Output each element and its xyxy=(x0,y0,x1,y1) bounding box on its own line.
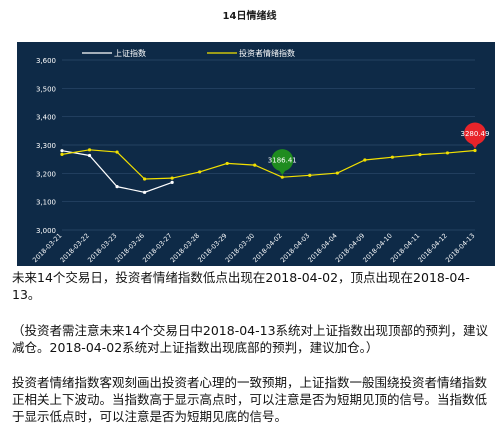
chart: 3,000 3,100 3,200 3,300 3,400 3,500 3,600 2018… xyxy=(17,42,495,266)
data-point xyxy=(87,148,92,152)
advice-paragraph: （投资者需注意未来14个交易日中2018-04-13系统对上证指数出现顶部的预判… xyxy=(12,323,489,355)
legend-label: 投资者情绪指数 xyxy=(239,48,295,58)
data-point xyxy=(198,170,202,174)
data-point xyxy=(60,149,64,153)
data-point xyxy=(363,158,367,162)
pin-head xyxy=(271,149,294,172)
data-point xyxy=(143,177,147,181)
annotation-pin: 3280.49 xyxy=(461,122,490,149)
y-tick-label: 3,400 xyxy=(36,114,56,122)
series-line-1 xyxy=(61,149,476,180)
data-point xyxy=(445,151,450,155)
data-point xyxy=(390,155,394,159)
data-point xyxy=(170,180,174,184)
chart-background xyxy=(17,42,495,266)
summary-paragraph: 未来14个交易日，投资者情绪指数低点出现在2018-04-02，顶点出现在201… xyxy=(12,270,470,302)
y-tick-label: 3,300 xyxy=(36,142,56,150)
data-point xyxy=(473,148,477,153)
data-point xyxy=(115,150,119,154)
data-point xyxy=(60,152,64,156)
annotations: 3186.41 3280.49 xyxy=(268,122,490,176)
annotation-label: 3186.41 xyxy=(268,157,297,165)
data-point xyxy=(225,161,229,166)
annotation-label: 3280.49 xyxy=(461,130,490,138)
data-point xyxy=(115,185,119,189)
annotation-pin: 3186.41 xyxy=(268,149,297,176)
legend-label: 上证指数 xyxy=(114,48,146,58)
y-tick-label: 3,500 xyxy=(36,85,56,93)
data-point xyxy=(143,190,147,194)
data-point xyxy=(308,173,312,177)
y-axis: 3,000 3,100 3,200 3,300 3,400 3,500 3,600 xyxy=(36,57,56,235)
data-point xyxy=(280,175,284,179)
grid xyxy=(62,59,475,231)
y-tick-label: 3,200 xyxy=(36,170,56,178)
y-tick-label: 3,000 xyxy=(36,227,56,235)
pin-head xyxy=(464,122,486,145)
chart-title: 14日情绪线 xyxy=(222,11,277,22)
data-point xyxy=(87,153,92,158)
series xyxy=(60,148,477,194)
data-point xyxy=(418,153,422,157)
explanation-paragraph: 投资者情绪指数客观刻画出投资者心理的一致预期，上证指数一般围绕投资者情绪指数正相… xyxy=(12,375,488,424)
data-point xyxy=(253,163,257,167)
y-tick-label: 3,100 xyxy=(36,199,56,207)
legend: 上证指数 投资者情绪指数 xyxy=(82,48,295,58)
y-tick-label: 3,600 xyxy=(36,57,56,65)
data-point xyxy=(335,171,339,175)
data-point xyxy=(170,176,174,180)
